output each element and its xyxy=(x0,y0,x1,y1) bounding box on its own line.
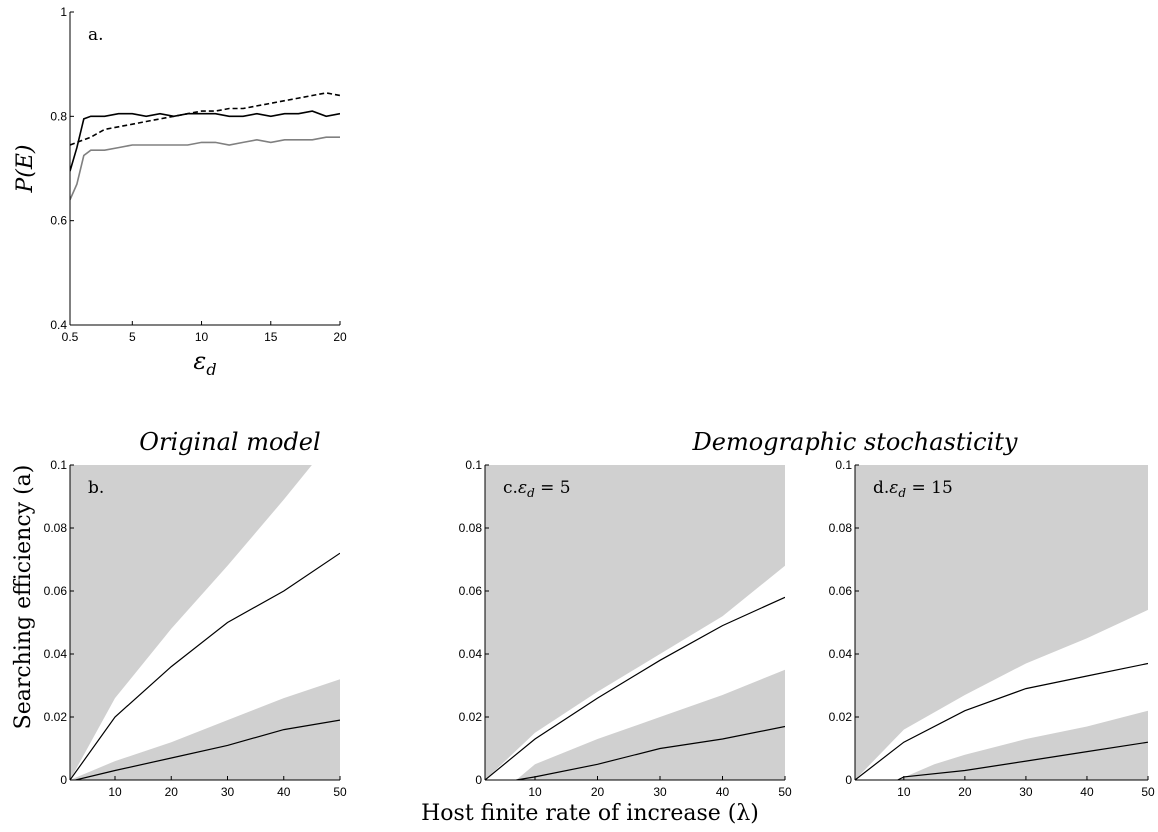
panel-label: b. xyxy=(88,478,104,498)
y-tick-label: 0.08 xyxy=(44,521,68,535)
series-line-3 xyxy=(70,136,340,201)
y-tick-label: 0.04 xyxy=(829,647,853,661)
title-demographic-stochasticity: Demographic stochasticity xyxy=(692,428,1018,456)
panel-c: 0 0.02 0.04 0.06 0.08 0.1 10 20 30 40 50 c.εd = 5 xyxy=(459,458,792,799)
plot-area xyxy=(70,465,340,780)
x-tick-label: 20 xyxy=(165,785,179,799)
panel-a: 0.4 0.6 0.8 1 0.5 5 10 15 20 a. εd P(E) xyxy=(13,5,347,379)
series-line-2 xyxy=(516,725,785,780)
x-tick-label: 30 xyxy=(1019,785,1033,799)
x-axis-label: εd xyxy=(193,347,216,379)
y-tick-label: 0.08 xyxy=(459,521,483,535)
panel-d: 0 0.02 0.04 0.06 0.08 0.1 10 20 30 40 50 d.εd = 15 xyxy=(829,458,1155,799)
title-original-model: Original model xyxy=(139,428,320,456)
y-tick-label: 0.8 xyxy=(50,109,67,123)
y-tick-label: 0.06 xyxy=(459,584,483,598)
x-tick-label: 10 xyxy=(528,785,542,799)
y-tick-label: 0.08 xyxy=(829,521,853,535)
y-tick-label: 0.1 xyxy=(465,458,482,472)
x-tick-label: 20 xyxy=(591,785,605,799)
x-tick-label: 5 xyxy=(129,330,136,344)
y-tick-label: 1 xyxy=(60,5,67,19)
series-line-1 xyxy=(855,662,1148,780)
panel-label: d.εd = 15 xyxy=(873,478,953,500)
plot-area xyxy=(855,465,1148,780)
y-tick-label: 0.6 xyxy=(50,214,67,228)
y-tick-label: 0 xyxy=(845,773,852,787)
y-axis-label: P(E) xyxy=(13,144,38,193)
x-tick-label: 20 xyxy=(958,785,972,799)
series-line-2 xyxy=(70,92,340,146)
y-tick-label: 0.04 xyxy=(459,647,483,661)
series-line-2 xyxy=(897,741,1148,780)
x-tick-label: 50 xyxy=(1141,785,1155,799)
x-tick-label: 10 xyxy=(195,330,209,344)
white-region xyxy=(70,465,340,780)
x-tick-label: 0.5 xyxy=(62,330,79,344)
x-tick-label: 50 xyxy=(333,785,347,799)
series-group xyxy=(855,662,1148,780)
y-axis-label-bottom: Searching efficiency (a) xyxy=(11,465,36,730)
y-tick-label: 0.04 xyxy=(44,647,68,661)
white-region xyxy=(485,565,785,780)
series-group xyxy=(70,92,340,201)
y-tick-label: 0.06 xyxy=(829,584,853,598)
y-tick-label: 0.06 xyxy=(44,584,68,598)
y-tick-label: 0 xyxy=(475,773,482,787)
y-tick-label: 0.1 xyxy=(50,458,67,472)
y-tick-label: 0 xyxy=(60,773,67,787)
panel-b: 0 0.02 0.04 0.06 0.08 0.1 10 20 30 40 50 b. xyxy=(44,458,347,799)
y-tick-label: 0.1 xyxy=(835,458,852,472)
series-line-1 xyxy=(70,110,340,172)
x-tick-label: 40 xyxy=(716,785,730,799)
x-tick-label: 30 xyxy=(221,785,235,799)
x-tick-label: 10 xyxy=(897,785,911,799)
series-group xyxy=(70,552,340,780)
x-tick-label: 40 xyxy=(277,785,291,799)
x-tick-label: 15 xyxy=(264,330,278,344)
panel-label: a. xyxy=(88,25,104,45)
x-tick-label: 30 xyxy=(653,785,667,799)
x-tick-label: 50 xyxy=(778,785,792,799)
x-tick-label: 20 xyxy=(333,330,347,344)
white-region xyxy=(855,609,1148,780)
x-tick-label: 10 xyxy=(108,785,122,799)
y-tick-label: 0.02 xyxy=(44,710,68,724)
series-line-1 xyxy=(70,552,340,780)
series-group xyxy=(485,596,785,780)
x-tick-label: 40 xyxy=(1080,785,1094,799)
x-axis-label-bottom: Host finite rate of increase (λ) xyxy=(421,801,759,826)
y-tick-label: 0.4 xyxy=(50,318,67,332)
panel-label: c.εd = 5 xyxy=(503,478,571,500)
y-tick-label: 0.02 xyxy=(459,710,483,724)
plot-area xyxy=(485,465,785,780)
series-line-2 xyxy=(75,719,340,780)
series-line-1 xyxy=(485,596,785,780)
y-tick-label: 0.02 xyxy=(829,710,853,724)
